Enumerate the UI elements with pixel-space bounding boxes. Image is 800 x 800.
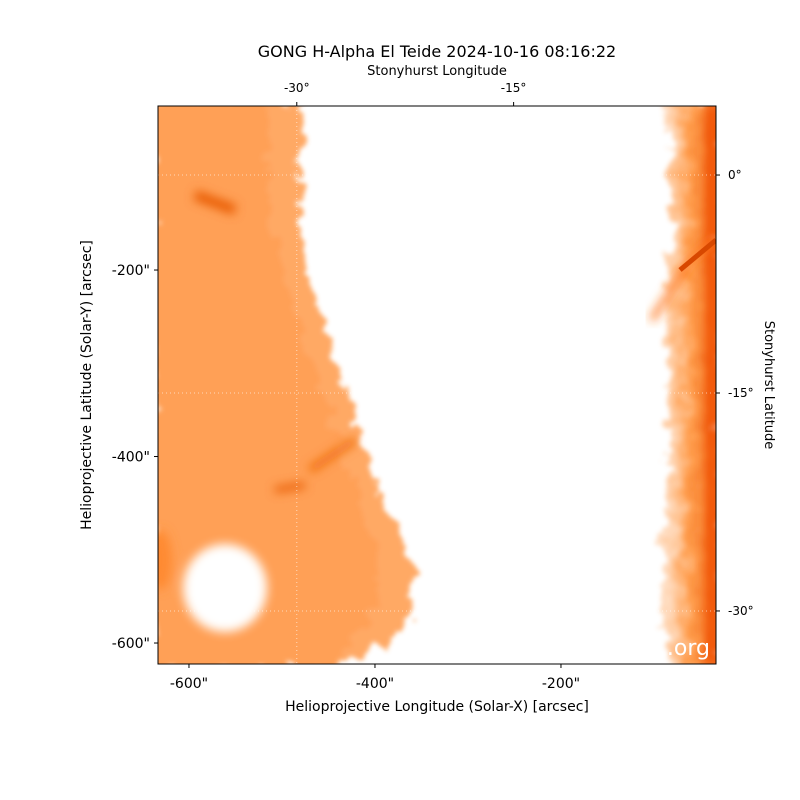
y-tick-label: -400" (112, 450, 150, 466)
y2-tick-label: -15° (728, 386, 754, 400)
x-axis-label: Helioprojective Longitude (Solar-X) [arc… (285, 699, 589, 715)
y-axis-label: Helioprojective Latitude (Solar-Y) [arcs… (79, 240, 95, 530)
x-tick-label: -600" (170, 676, 208, 692)
watermark: .org (667, 636, 710, 661)
grid (158, 106, 716, 664)
y-tick-label: -200" (112, 263, 150, 279)
x-tick-label: -400" (356, 676, 394, 692)
y2-tick-label: -30° (728, 604, 754, 618)
x2-tick-label: -15° (501, 81, 527, 95)
chart-title: GONG H-Alpha El Teide 2024-10-16 08:16:2… (258, 42, 616, 61)
y2-axis-label: Stonyhurst Latitude (761, 321, 776, 450)
y-tick-label: -600" (112, 636, 150, 652)
plot-frame (157, 105, 717, 665)
x-tick-label: -200" (542, 676, 580, 692)
solar-image: .org (158, 106, 716, 664)
y2-tick-label: 0° (728, 168, 742, 182)
x2-tick-label: -30° (284, 81, 310, 95)
x2-axis-label: Stonyhurst Longitude (367, 64, 507, 79)
